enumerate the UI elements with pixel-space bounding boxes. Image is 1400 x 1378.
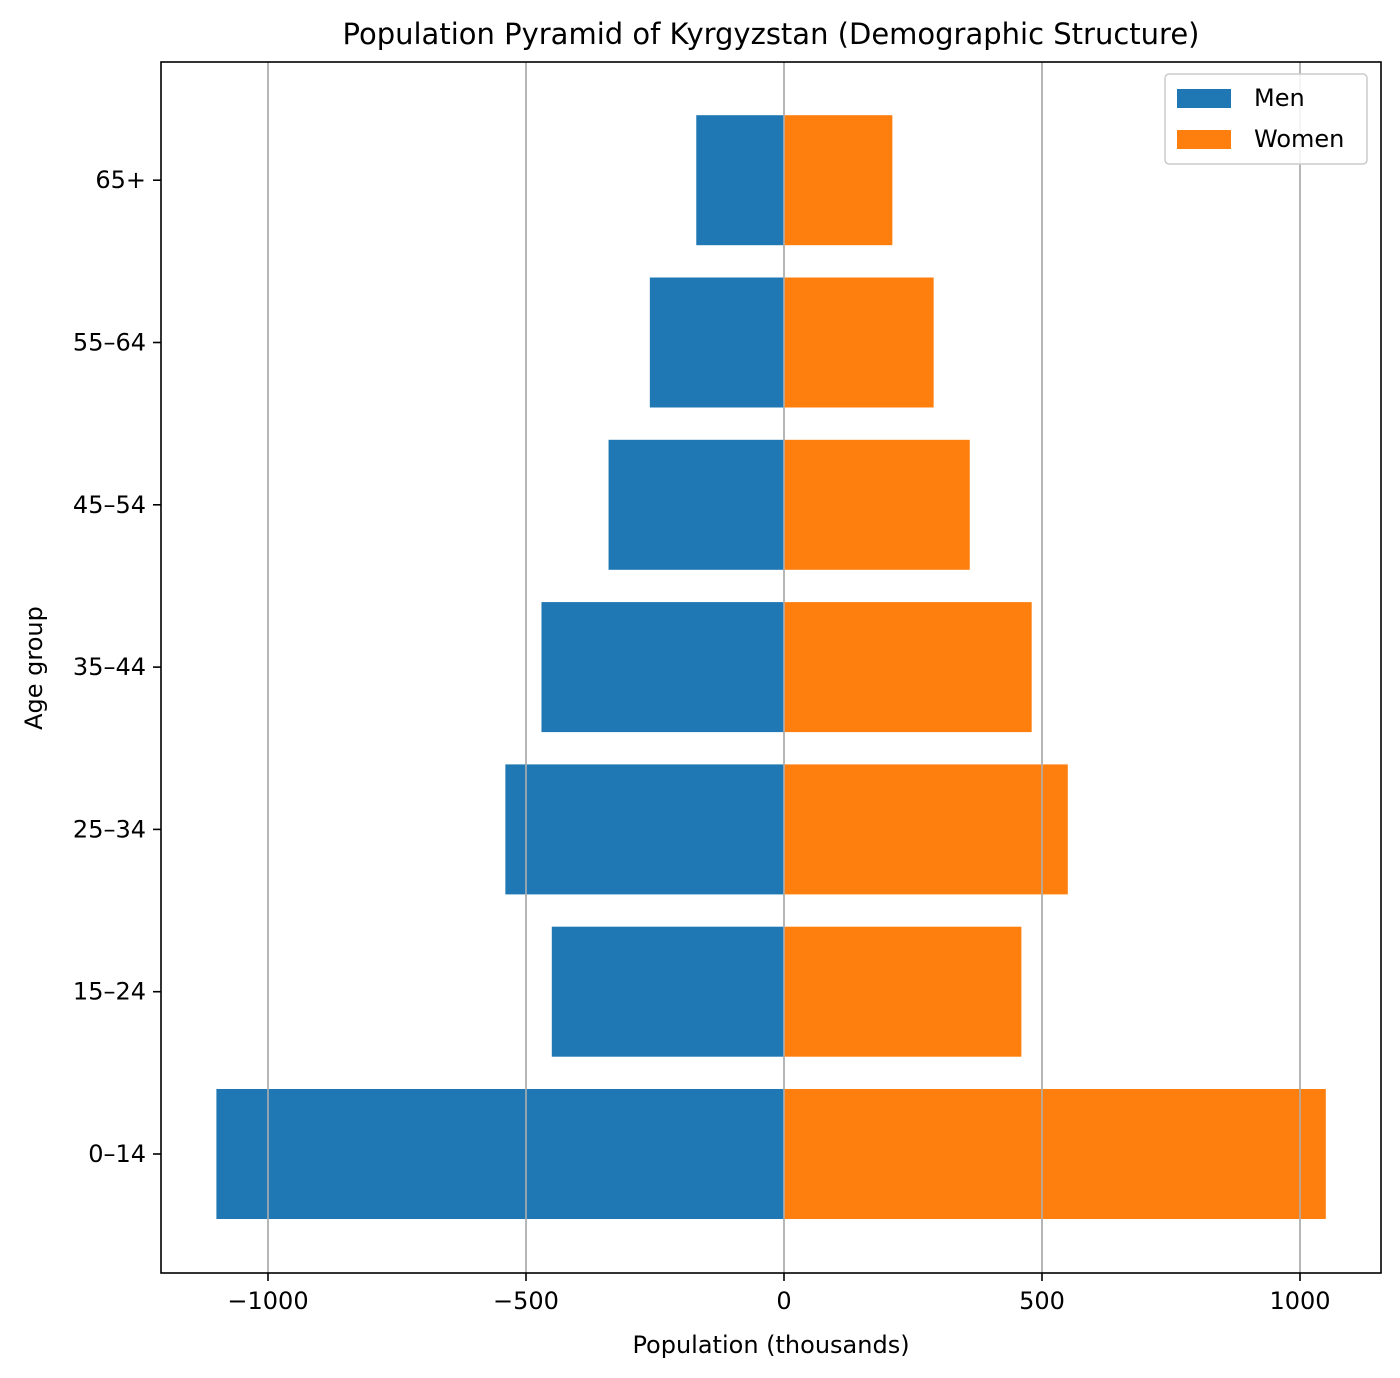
- legend: Men Women: [1164, 73, 1368, 165]
- y-tick-label: 25–34: [73, 815, 146, 843]
- bar-men-0: [216, 1089, 784, 1219]
- y-tick-label: 55–64: [73, 329, 146, 357]
- bar-women-0: [784, 1089, 1326, 1219]
- legend-label-men: Men: [1254, 84, 1305, 112]
- y-tick-label: 45–54: [73, 491, 146, 519]
- x-tick-label: 500: [1019, 1287, 1065, 1315]
- bar-men-5: [649, 277, 784, 408]
- bar-men-4: [608, 439, 784, 570]
- bar-women-4: [784, 439, 970, 570]
- bar-women-5: [784, 277, 934, 408]
- x-tick-label: −500: [493, 1287, 559, 1315]
- y-tick-label: 0–14: [88, 1140, 146, 1168]
- bar-women-2: [784, 764, 1068, 895]
- bar-women-3: [784, 602, 1032, 733]
- y-axis-label: Age group: [20, 606, 48, 730]
- y-tick-label: 15–24: [73, 978, 146, 1006]
- x-tick-label: 1000: [1269, 1287, 1330, 1315]
- bar-women-6: [784, 115, 893, 246]
- legend-swatch-men: [1177, 89, 1231, 108]
- y-tick-label: 35–44: [73, 653, 146, 681]
- y-axis-ticks: 0–14 15–24 25–34 35–44 45–54 55–64 65+: [73, 166, 161, 1168]
- bar-men-3: [541, 602, 784, 733]
- x-tick-label: 0: [776, 1287, 791, 1315]
- bar-women-1: [784, 926, 1022, 1057]
- y-tick-label: 65+: [95, 166, 146, 194]
- x-axis-label: Population (thousands): [632, 1331, 909, 1359]
- bar-men-2: [505, 764, 784, 895]
- x-tick-label: −1000: [227, 1287, 308, 1315]
- bars: [216, 62, 1326, 1273]
- bar-men-6: [696, 115, 784, 246]
- legend-swatch-women: [1177, 130, 1231, 149]
- x-axis-ticks: −1000 −500 0 500 1000: [227, 1273, 1331, 1315]
- bar-men-1: [551, 926, 784, 1057]
- chart-title: Population Pyramid of Kyrgyzstan (Demogr…: [343, 17, 1200, 51]
- legend-label-women: Women: [1254, 125, 1344, 153]
